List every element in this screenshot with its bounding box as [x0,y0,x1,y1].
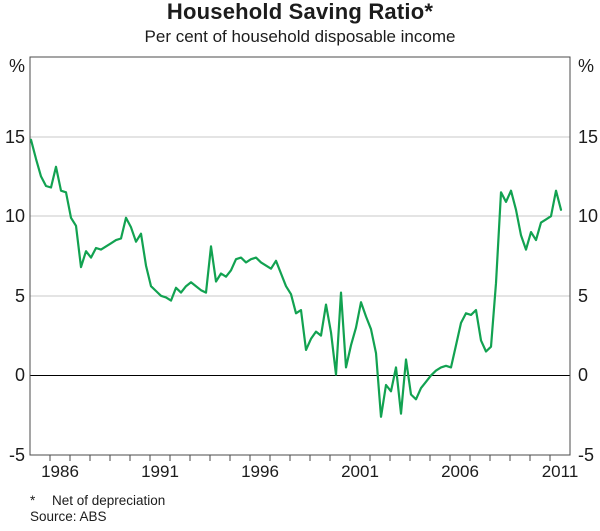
y-axis-label-left-0: 0 [14,365,25,385]
y-axis-label-right-0: 0 [578,365,589,385]
year-label-2001: 2001 [341,462,379,481]
y-axis-label-left-10: 10 [4,206,25,226]
y-axis-label-right--5: -5 [578,445,595,465]
footnote-marker: * [30,493,36,508]
footnote: * Net of depreciation [30,493,165,509]
year-label-2011: 2011 [541,462,579,481]
y-axis-label-right-15: 15 [578,127,599,147]
year-label-2006: 2006 [441,462,479,481]
saving-ratio-line [29,138,563,418]
plot-border [29,56,571,456]
year-label-1986: 1986 [41,462,79,481]
footnote-text: Net of depreciation [52,493,166,508]
year-label-1991: 1991 [141,462,179,481]
percent-label-left: % [8,56,25,76]
year-label-1996: 1996 [241,462,279,481]
y-axis-label-left-5: 5 [14,286,25,306]
source-note: Source: ABS [30,509,107,524]
y-axis-label-right-10: 10 [578,206,599,226]
y-axis-label-left--5: -5 [8,445,25,465]
percent-label-right: % [578,56,595,76]
y-axis-label-right-5: 5 [578,286,589,306]
chart-subtitle: Per cent of household disposable income [144,27,456,46]
y-axis-label-left-15: 15 [4,127,25,147]
chart-title: Household Saving Ratio* [166,0,434,24]
